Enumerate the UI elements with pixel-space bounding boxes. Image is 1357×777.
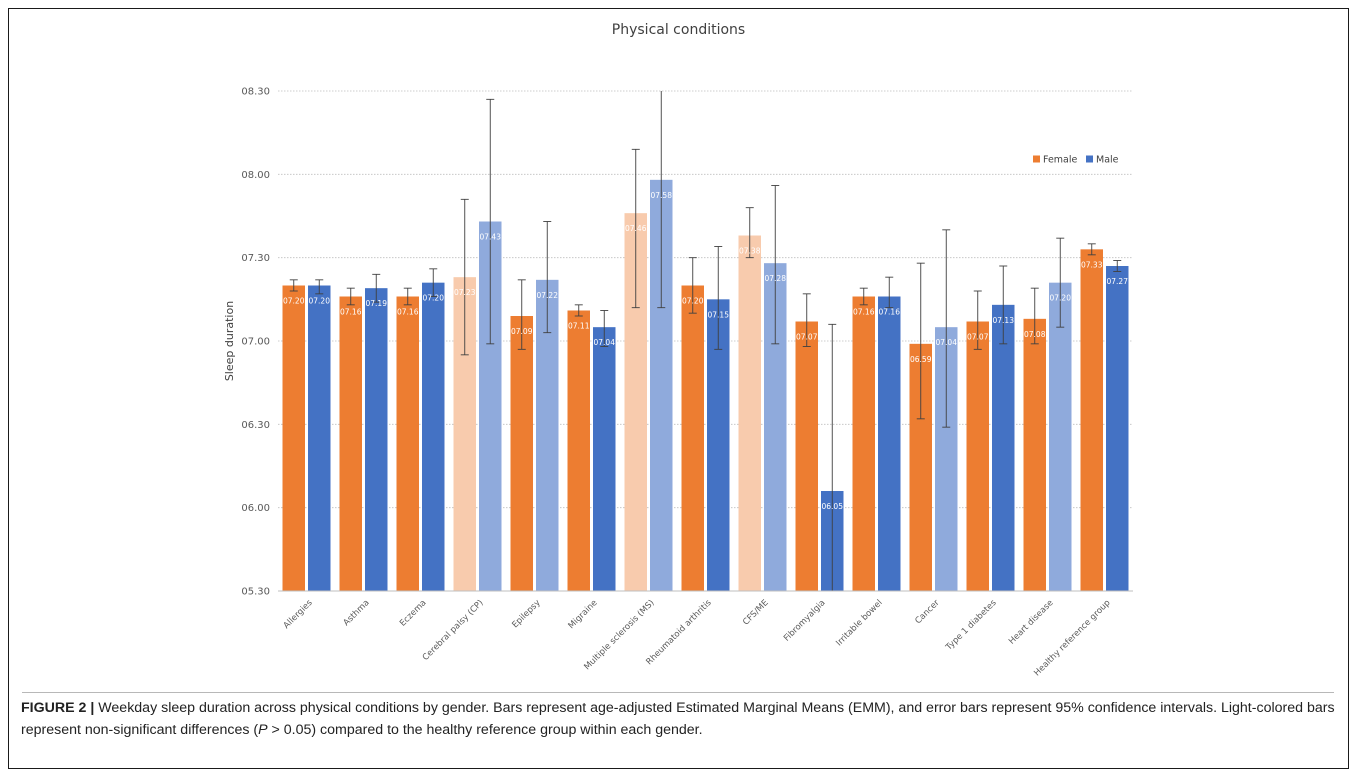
data-label-male-type-1-diabetes: 07.13 <box>993 316 1015 325</box>
data-label-female-fibromyalgia: 07.07 <box>796 333 818 342</box>
data-label-male-cerebral-palsy-cp: 07.43 <box>480 233 502 242</box>
bar-female-allergies <box>282 285 305 591</box>
bar-male-irritable-bowel <box>878 296 901 591</box>
x-tick-label-irritable-bowel: Irritable bowel <box>834 598 884 648</box>
data-label-female-healthy-reference-group: 07.33 <box>1081 260 1103 269</box>
bar-female-eczema <box>396 296 419 591</box>
bar-female-cancer <box>909 343 932 591</box>
data-label-female-eczema: 07.16 <box>397 308 419 317</box>
bar-male-heart-disease <box>1049 282 1072 591</box>
caption-text-2: > 0.05) compared to the healthy referenc… <box>267 722 703 738</box>
caption-divider <box>22 692 1334 693</box>
caption-label: FIGURE 2 | <box>21 700 95 716</box>
data-label-female-irritable-bowel: 07.16 <box>853 308 875 317</box>
x-tick-label-cerebral-palsy-cp: Cerebral palsy (CP) <box>421 598 486 663</box>
x-tick-label-heart-disease: Heart disease <box>1007 598 1056 647</box>
data-label-male-cancer: 07.04 <box>936 338 958 347</box>
bar-female-asthma <box>339 296 362 591</box>
x-tick-label-type-1-diabetes: Type 1 diabetes <box>944 598 999 653</box>
data-label-male-irritable-bowel: 07.16 <box>879 308 901 317</box>
x-tick-label-rheumatoid-arthritis: Rheumatoid arthritis <box>644 598 714 668</box>
bar-male-rheumatoid-arthritis <box>707 299 730 591</box>
bars <box>282 179 1129 592</box>
bar-female-multiple-sclerosis-ms <box>624 213 647 591</box>
data-labels: 07.20 07.20 07.16 07.19 07.16 07.20 07.23 07.43… <box>283 191 1128 511</box>
x-tick-label-epilepsy: Epilepsy <box>510 598 542 630</box>
data-label-female-cfs-me: 07.38 <box>739 247 761 256</box>
data-label-male-migraine: 07.04 <box>594 338 616 347</box>
bar-female-cerebral-palsy-cp <box>453 277 476 591</box>
bar-male-healthy-reference-group <box>1106 266 1129 591</box>
x-tick-label-eczema: Eczema <box>398 598 429 629</box>
error-bars <box>289 91 1122 591</box>
y-tick-label: 05.30 <box>241 587 270 598</box>
data-label-female-asthma: 07.16 <box>340 308 362 317</box>
bar-male-migraine <box>593 327 616 591</box>
bar-male-type-1-diabetes <box>992 304 1015 591</box>
bar-female-epilepsy <box>510 316 533 591</box>
legend-label-female: Female <box>1043 155 1078 166</box>
caption-p-symbol: P <box>258 722 268 738</box>
bar-male-cancer <box>935 327 958 591</box>
bar-female-irritable-bowel <box>852 296 875 591</box>
data-label-female-allergies: 07.20 <box>283 297 305 306</box>
x-tick-label-cancer: Cancer <box>913 598 942 627</box>
bar-male-allergies <box>308 285 331 591</box>
bar-female-rheumatoid-arthritis <box>681 285 704 591</box>
data-label-male-multiple-sclerosis-ms: 07.58 <box>651 191 673 200</box>
y-tick-label: 08.30 <box>241 87 270 98</box>
bar-male-multiple-sclerosis-ms <box>650 179 673 592</box>
data-label-female-type-1-diabetes: 07.07 <box>967 333 989 342</box>
x-tick-label-asthma: Asthma <box>342 598 372 628</box>
data-label-male-allergies: 07.20 <box>309 297 331 306</box>
data-label-female-epilepsy: 07.09 <box>511 327 533 336</box>
y-tick-label: 06.30 <box>241 420 270 431</box>
data-label-female-multiple-sclerosis-ms: 07.46 <box>625 224 647 233</box>
y-tick-label: 07.00 <box>241 337 270 348</box>
data-label-male-epilepsy: 07.22 <box>537 291 559 300</box>
data-label-female-cerebral-palsy-cp: 07.23 <box>454 288 476 297</box>
y-tick-label: 08.00 <box>241 170 270 181</box>
data-label-male-asthma: 07.19 <box>366 299 388 308</box>
y-tick-label: 07.30 <box>241 253 270 264</box>
bar-male-eczema <box>422 282 445 591</box>
caption-text-1: Weekday sleep duration across physical c… <box>21 700 1335 738</box>
bar-female-heart-disease <box>1023 318 1046 591</box>
data-label-female-migraine: 07.11 <box>568 322 590 331</box>
x-tick-label-cfs-me: CFS/ME <box>741 598 770 627</box>
gridlines <box>278 90 1133 509</box>
bar-male-epilepsy <box>536 279 559 591</box>
legend-label-male: Male <box>1096 155 1119 166</box>
data-label-female-rheumatoid-arthritis: 07.20 <box>682 297 704 306</box>
bar-female-type-1-diabetes <box>966 321 989 591</box>
data-label-male-fibromyalgia: 06.05 <box>822 502 844 511</box>
data-label-male-rheumatoid-arthritis: 07.15 <box>708 310 730 319</box>
y-axis-title: Sleep duration <box>223 301 236 381</box>
legend-swatch-male <box>1086 155 1093 163</box>
x-tick-label-fibromyalgia: Fibromyalgia <box>782 598 828 644</box>
data-label-male-heart-disease: 07.20 <box>1050 294 1072 303</box>
bar-female-healthy-reference-group <box>1080 249 1103 592</box>
bar-male-asthma <box>365 288 388 591</box>
bar-female-cfs-me <box>738 235 761 591</box>
x-tick-label-migraine: Migraine <box>567 598 600 631</box>
bar-female-migraine <box>567 310 590 591</box>
bar-male-cfs-me <box>764 263 787 591</box>
legend: Female Male <box>1033 155 1119 166</box>
data-label-female-heart-disease: 07.08 <box>1024 330 1046 339</box>
data-label-male-healthy-reference-group: 07.27 <box>1107 277 1129 286</box>
chart-title: Physical conditions <box>611 22 746 38</box>
y-tick-label: 06.00 <box>241 503 270 514</box>
bar-female-fibromyalgia <box>795 321 818 591</box>
legend-swatch-female <box>1033 155 1040 163</box>
x-tick-label-allergies: Allergies <box>282 598 315 631</box>
data-label-male-cfs-me: 07.28 <box>765 274 787 283</box>
bar-male-cerebral-palsy-cp <box>479 221 502 591</box>
data-label-male-eczema: 07.20 <box>423 294 445 303</box>
data-label-female-cancer: 06.59 <box>910 355 932 364</box>
figure-caption: FIGURE 2 | Weekday sleep duration across… <box>21 697 1341 741</box>
